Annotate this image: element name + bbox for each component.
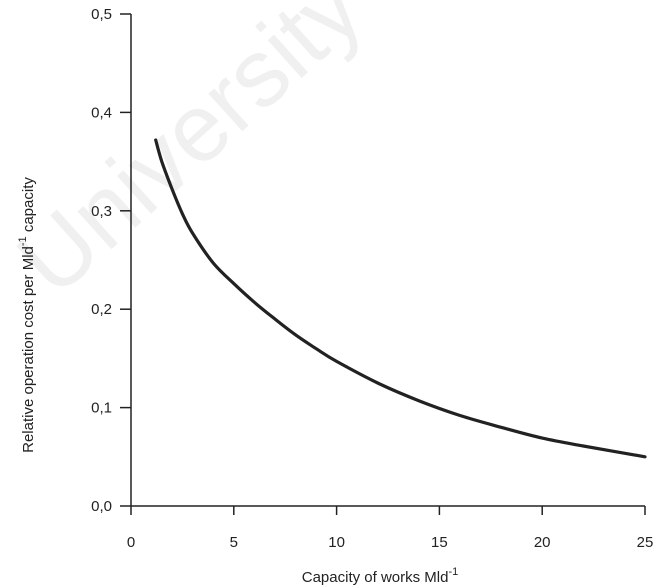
y-tick-label: 0,4 bbox=[91, 104, 112, 121]
x-tick-label: 5 bbox=[230, 534, 238, 551]
x-tick-label: 10 bbox=[328, 534, 345, 551]
y-tick-label: 0,2 bbox=[91, 301, 112, 318]
y-tick-label: 0,0 bbox=[91, 498, 112, 515]
y-tick-label: 0,5 bbox=[91, 6, 112, 23]
y-tick-label: 0,1 bbox=[91, 400, 112, 417]
x-tick-label: 20 bbox=[534, 534, 551, 551]
y-tick-label: 0,3 bbox=[91, 203, 112, 220]
x-tick-label: 15 bbox=[431, 534, 448, 551]
x-ticks: 0 5 10 15 20 25 bbox=[127, 506, 654, 551]
x-tick-label: 25 bbox=[637, 534, 654, 551]
y-ticks: 0,0 0,1 0,2 0,3 0,4 0,5 bbox=[91, 6, 131, 515]
series-line bbox=[154, 138, 647, 459]
y-axis-title: Relative operation cost per Mld-1 capaci… bbox=[17, 177, 37, 453]
x-tick-label: 0 bbox=[127, 534, 135, 551]
watermark-text: University bbox=[0, 0, 382, 316]
x-axis-title: Capacity of works Mld-1 bbox=[302, 566, 459, 586]
